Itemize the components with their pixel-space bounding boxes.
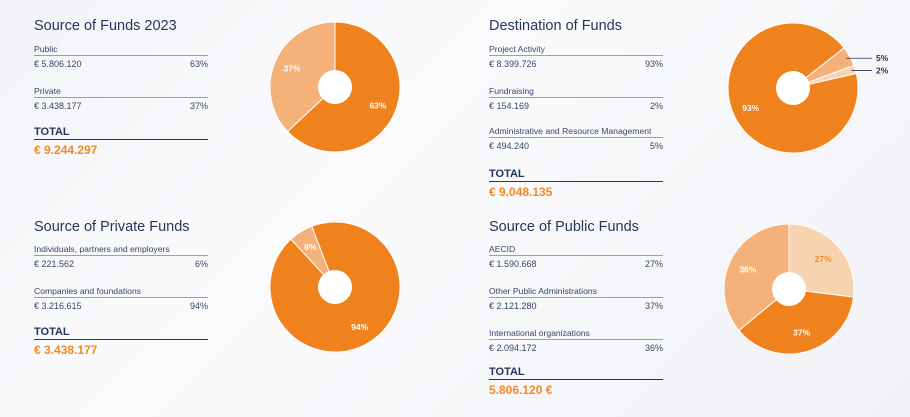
panel-title: Source of Private Funds	[34, 219, 190, 235]
pie-center-hole	[772, 272, 806, 306]
row-percent: 5%	[649, 141, 663, 151]
panel-destination-of-funds: Destination of Funds	[489, 18, 622, 34]
total-label: TOTAL	[489, 366, 663, 380]
total-value: 5.806.120 €	[489, 383, 553, 397]
row-amount: € 2.121.280	[489, 301, 537, 311]
panel-title: Destination of Funds	[489, 18, 622, 34]
panel-title: Source of Public Funds	[489, 219, 639, 235]
pie-slice-label: 27%	[815, 254, 832, 264]
pie-slice-label: 63%	[369, 101, 386, 111]
fund-row-administrative: Administrative and Resource Management €…	[489, 126, 663, 151]
row-label: Administrative and Resource Management	[489, 126, 663, 138]
pie-slice-label: 37%	[284, 63, 301, 73]
pie-slice-label: 94%	[351, 322, 368, 332]
pie-center-hole	[318, 270, 352, 304]
row-label: AECID	[489, 244, 663, 256]
pie-center-hole	[776, 71, 810, 105]
row-amount: € 2.094.172	[489, 343, 537, 353]
row-amount: € 1.590.668	[489, 259, 537, 269]
row-amount: € 154.169	[489, 101, 530, 111]
row-percent: 37%	[644, 301, 663, 311]
row-percent: 94%	[189, 301, 208, 311]
row-amount: € 3.438.177	[34, 101, 82, 111]
total-block: TOTAL 5.806.120 €	[489, 366, 663, 397]
row-label: Other Public Administrations	[489, 286, 663, 298]
pie-chart-public-funds: 27% 37% 36%	[723, 223, 855, 355]
row-label: Fundraising	[489, 86, 663, 98]
fund-row-fundraising: Fundraising € 154.169 2%	[489, 86, 663, 111]
row-label: Individuals, partners and employers	[34, 244, 208, 256]
pie-slice-label: 2%	[876, 66, 889, 76]
pie-chart-private-funds: 94% 6%	[269, 221, 401, 353]
panel-source-of-public-funds: Source of Public Funds	[489, 219, 639, 235]
pie-chart-destination-of-funds: 93% 5% 2%	[727, 22, 889, 154]
fund-row-aecid: AECID € 1.590.668 27%	[489, 244, 663, 269]
row-label: Companies and foundations	[34, 286, 208, 298]
total-label: TOTAL	[489, 168, 663, 182]
pie-slice	[290, 225, 336, 288]
pie-slice	[723, 223, 790, 332]
row-label: Public	[34, 44, 208, 56]
pie-slice	[269, 21, 336, 133]
pie-slice-label: 37%	[793, 328, 810, 338]
total-label: TOTAL	[34, 326, 208, 340]
row-percent: 63%	[189, 59, 208, 69]
fund-row-individuals: Individuals, partners and employers € 22…	[34, 244, 208, 269]
panel-title: Source of Funds 2023	[34, 18, 177, 34]
row-percent: 36%	[644, 343, 663, 353]
row-amount: € 494.240	[489, 141, 530, 151]
pie-slice	[788, 223, 855, 298]
fund-row-public: Public € 5.806.120 63%	[34, 44, 208, 69]
pie-chart-source-of-funds: 63% 37%	[269, 21, 401, 153]
total-block: TOTAL € 3.438.177	[34, 326, 208, 357]
pie-slice-label: 93%	[742, 103, 759, 113]
row-amount: € 3.216.615	[34, 301, 82, 311]
pie-slice-label: 36%	[739, 265, 756, 275]
pie-slice	[738, 288, 855, 355]
total-value: € 9.244.297	[34, 143, 98, 157]
pie-slice-label: 6%	[304, 242, 317, 252]
row-amount: € 8.399.726	[489, 59, 537, 69]
row-label: International organizations	[489, 328, 663, 340]
row-label: Private	[34, 86, 208, 98]
fund-row-companies: Companies and foundations € 3.216.615 94%	[34, 286, 208, 311]
pie-slice-label: 5%	[876, 53, 889, 63]
row-amount: € 5.806.120	[34, 59, 82, 69]
row-percent: 37%	[189, 101, 208, 111]
fund-row-international: International organizations € 2.094.172 3…	[489, 328, 663, 353]
total-block: TOTAL € 9.048.135	[489, 168, 663, 199]
row-label: Project Activity	[489, 44, 663, 56]
panel-source-of-private-funds: Source of Private Funds	[34, 219, 190, 235]
total-value: € 3.438.177	[34, 343, 98, 357]
row-amount: € 221.562	[34, 259, 75, 269]
total-block: TOTAL € 9.244.297	[34, 126, 208, 157]
pie-center-hole	[318, 70, 352, 104]
panel-source-of-funds: Source of Funds 2023	[34, 18, 177, 34]
row-percent: 2%	[649, 101, 663, 111]
fund-row-private: Private € 3.438.177 37%	[34, 86, 208, 111]
row-percent: 6%	[194, 259, 208, 269]
row-percent: 27%	[644, 259, 663, 269]
fund-row-other-public: Other Public Administrations € 2.121.280…	[489, 286, 663, 311]
fund-row-project-activity: Project Activity € 8.399.726 93%	[489, 44, 663, 69]
row-percent: 93%	[644, 59, 663, 69]
total-label: TOTAL	[34, 126, 208, 140]
total-value: € 9.048.135	[489, 185, 553, 199]
